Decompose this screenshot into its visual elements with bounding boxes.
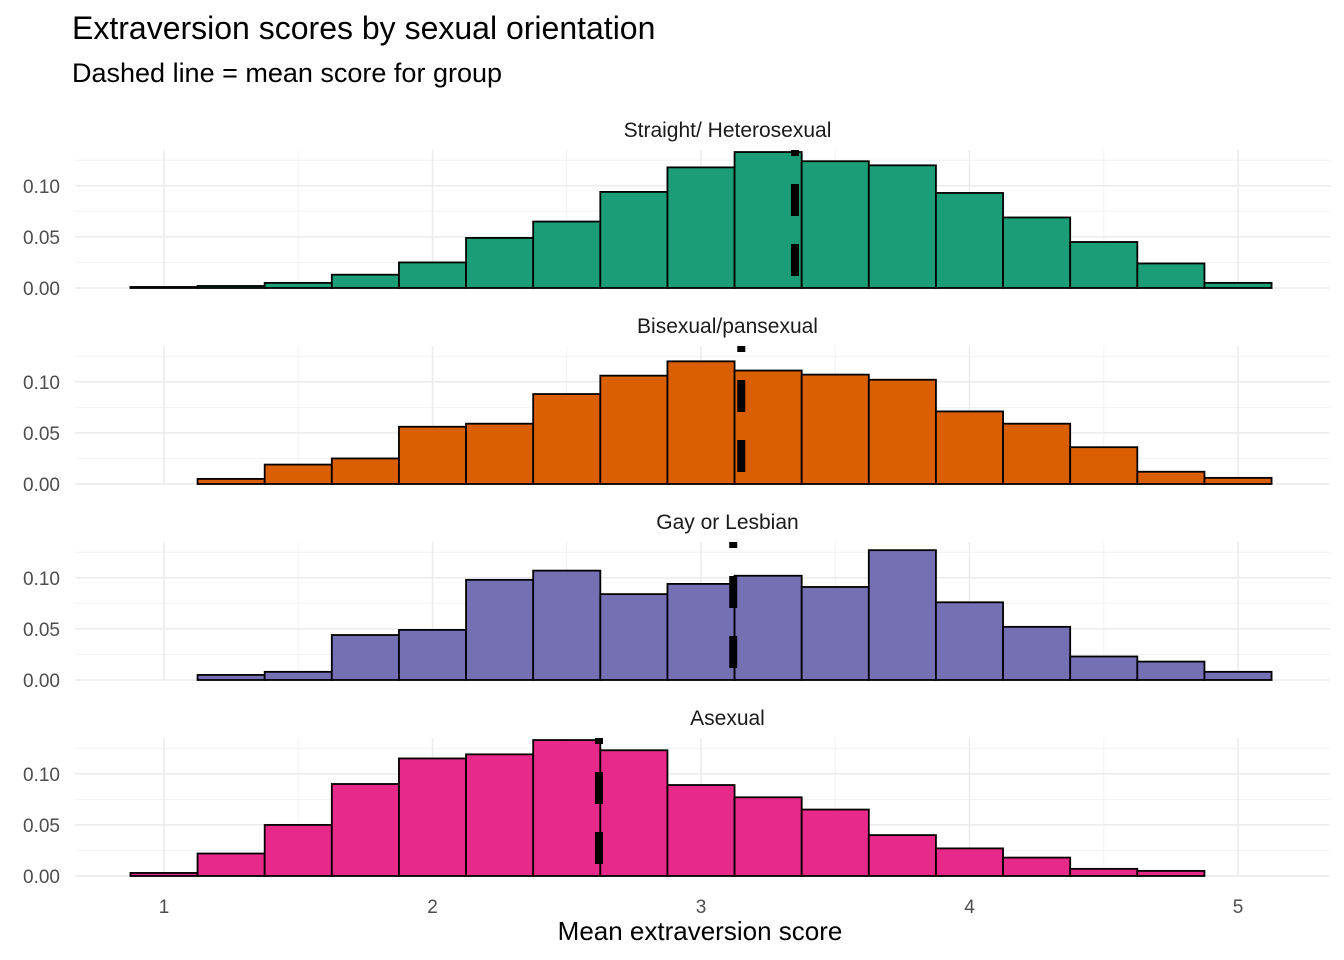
histogram-bar	[465, 422, 535, 485]
histogram-bar	[935, 192, 1004, 289]
histogram-bar	[330, 457, 400, 485]
x-tick-label: 4	[964, 897, 975, 918]
histogram-bar	[666, 360, 736, 485]
histogram-bar	[532, 569, 602, 681]
histogram-bar	[398, 629, 467, 681]
chart-title: Extraversion scores by sexual orientatio…	[72, 10, 656, 46]
y-tick-label: 0.05	[23, 424, 60, 445]
histogram-bar	[1002, 625, 1072, 681]
y-tick-label: 0.00	[23, 671, 60, 692]
y-tick-label: 0.00	[23, 279, 60, 300]
y-tick-label: 0.05	[23, 620, 60, 641]
histogram-bar	[1002, 422, 1072, 485]
histogram-bar	[666, 583, 736, 681]
histogram-bar	[129, 286, 199, 289]
histogram-bar	[465, 578, 535, 681]
y-tick-label: 0.00	[23, 475, 60, 496]
histogram-bar	[532, 739, 602, 877]
histogram-bar	[1069, 655, 1139, 681]
histogram-bar	[196, 285, 266, 289]
histogram-bar	[867, 378, 937, 485]
histogram-bar	[465, 237, 535, 289]
histogram-bar	[196, 477, 266, 485]
histogram-bar	[263, 670, 333, 681]
facet-label: Straight/ Heterosexual	[624, 119, 832, 142]
facet-label: Asexual	[690, 707, 765, 730]
histogram-bar	[800, 373, 870, 485]
histogram-bar	[733, 574, 803, 681]
histogram-bar	[800, 808, 870, 877]
histogram-bar	[398, 425, 467, 485]
histogram-bar	[398, 757, 467, 877]
histogram-bar	[1069, 241, 1139, 289]
histogram-bar	[330, 783, 400, 877]
histogram-bar	[532, 220, 602, 289]
histogram-bar	[465, 753, 535, 877]
histogram-bar	[1069, 867, 1139, 877]
histogram-bar	[599, 749, 669, 877]
facet-label: Gay or Lesbian	[656, 511, 798, 534]
histogram-bar	[666, 166, 736, 289]
histogram-bar	[867, 164, 937, 289]
histogram-bar	[1002, 216, 1072, 289]
histogram-bar	[1136, 869, 1206, 877]
histogram-bar	[867, 549, 937, 681]
histogram-bar	[330, 634, 400, 681]
y-tick-label: 0.05	[23, 816, 60, 837]
x-tick-label: 1	[159, 897, 170, 918]
histogram-bar	[1203, 670, 1273, 681]
histogram-bar	[800, 160, 870, 289]
histogram-bar	[1136, 262, 1206, 289]
histogram-bar	[196, 852, 266, 877]
histogram-bar	[398, 261, 467, 289]
y-tick-label: 0.05	[23, 228, 60, 249]
histogram-bar	[1203, 476, 1273, 485]
histogram-bar	[733, 796, 803, 877]
histogram-bar	[263, 463, 333, 485]
x-tick-label: 5	[1233, 897, 1244, 918]
y-tick-label: 0.10	[23, 373, 60, 394]
histogram-bar	[1136, 660, 1206, 681]
histogram-bar	[263, 281, 333, 289]
histogram-bar	[733, 369, 803, 485]
y-tick-label: 0.10	[23, 177, 60, 198]
y-tick-label: 0.10	[23, 569, 60, 590]
x-tick-label: 2	[427, 897, 438, 918]
x-tick-label: 3	[696, 897, 707, 918]
histogram-bar	[129, 872, 199, 877]
histogram-bar	[800, 586, 870, 681]
histogram-bar	[867, 834, 937, 877]
x-axis-title: Mean extraversion score	[558, 916, 843, 946]
histogram-bar	[599, 374, 669, 485]
histogram-bar	[599, 593, 669, 681]
y-tick-label: 0.10	[23, 765, 60, 786]
facet-label: Bisexual/pansexual	[637, 315, 818, 338]
histogram-bar	[1136, 470, 1206, 485]
histogram-bar	[330, 273, 400, 289]
histogram-bar	[532, 393, 602, 485]
y-tick-label: 0.00	[23, 867, 60, 888]
histogram-bar	[666, 784, 736, 877]
histogram-bar	[263, 823, 333, 877]
histogram-bar	[1002, 856, 1072, 877]
histogram-bar	[935, 601, 1004, 681]
histogram-bar	[599, 191, 669, 289]
chart-subtitle: Dashed line = mean score for group	[72, 58, 502, 88]
histogram-bar	[935, 847, 1004, 877]
histogram-bar	[1069, 446, 1139, 485]
histogram-bar	[935, 410, 1004, 485]
histogram-bar	[1203, 281, 1273, 289]
histogram-bar	[196, 673, 266, 681]
